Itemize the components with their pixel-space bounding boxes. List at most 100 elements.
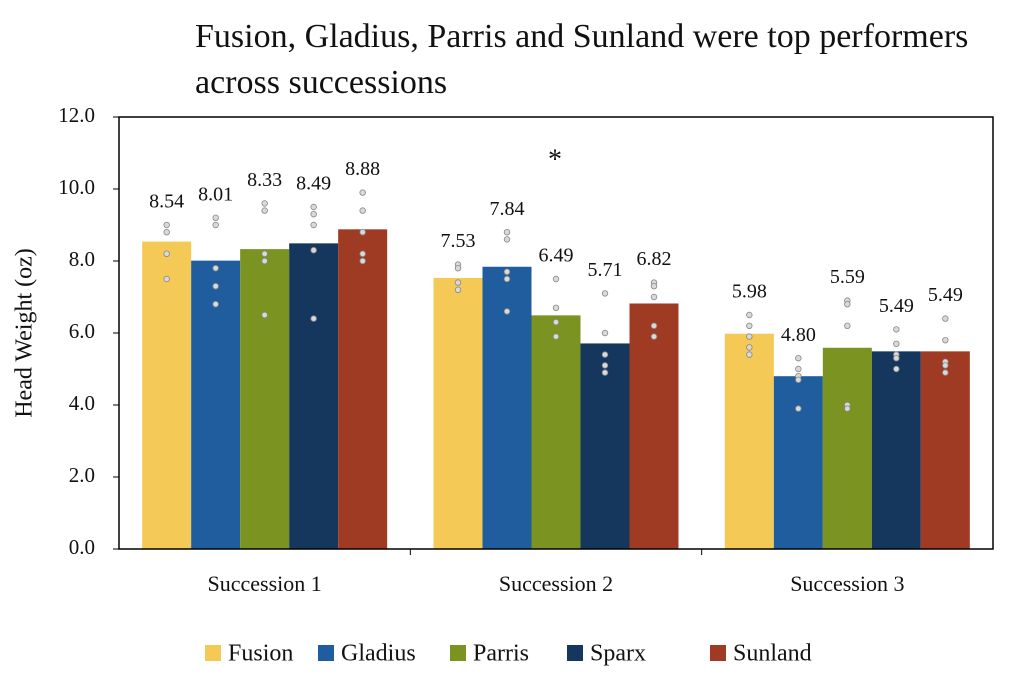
y-tick-label: 2.0 <box>69 463 95 487</box>
data-point <box>552 333 560 340</box>
data-point <box>844 322 851 329</box>
plot-frame <box>118 116 994 550</box>
data-point <box>503 275 511 283</box>
y-tick-label: 12.0 <box>58 103 95 127</box>
legend-swatch <box>567 645 583 661</box>
y-axis-label: Head Weight (oz) <box>12 248 38 418</box>
bar <box>531 315 581 549</box>
legend-label: Parris <box>473 641 529 667</box>
bar <box>191 260 241 549</box>
data-point <box>601 351 609 358</box>
bar <box>338 229 388 549</box>
data-point <box>359 228 366 236</box>
legend-swatch <box>710 645 726 661</box>
data-point <box>310 203 317 211</box>
data-point <box>601 329 609 337</box>
data-point <box>359 257 366 265</box>
data-point <box>746 322 753 329</box>
data-point <box>261 207 268 214</box>
data-point <box>795 365 802 373</box>
value-label: 8.49 <box>296 173 331 195</box>
data-point <box>795 355 802 362</box>
bar <box>580 343 630 549</box>
data-point <box>844 301 851 308</box>
data-point <box>893 365 900 373</box>
data-point <box>601 290 609 297</box>
value-label: 8.88 <box>345 158 380 180</box>
data-point <box>601 369 609 376</box>
data-point <box>746 311 753 319</box>
x-tick-label: Succession 3 <box>790 571 904 596</box>
legend-swatch <box>205 645 221 661</box>
bar <box>822 347 872 549</box>
bar <box>433 277 483 549</box>
data-point <box>552 319 560 326</box>
data-point <box>310 246 317 254</box>
data-point <box>261 257 268 265</box>
data-point <box>942 362 949 369</box>
data-point <box>212 214 219 221</box>
data-point <box>552 304 560 311</box>
legend-swatch <box>318 645 334 661</box>
value-label: 8.33 <box>247 169 282 191</box>
data-point <box>261 250 268 257</box>
bar <box>773 376 823 549</box>
value-label: 4.80 <box>781 324 816 346</box>
data-point <box>552 275 560 283</box>
data-point <box>844 405 851 412</box>
data-point <box>212 265 219 272</box>
data-point <box>503 268 511 275</box>
annotation: * <box>548 144 562 175</box>
chart-title: Fusion, Gladius, Parris and Sunland were… <box>195 18 969 101</box>
y-tick-label: 0.0 <box>69 535 95 559</box>
legend-swatch <box>450 645 466 661</box>
data-point <box>503 308 511 315</box>
bar <box>629 303 679 549</box>
value-label: 8.54 <box>149 191 184 213</box>
data-point <box>163 228 170 236</box>
data-point <box>310 210 317 218</box>
value-label: 5.71 <box>588 259 623 281</box>
data-point <box>650 333 658 340</box>
value-label: 7.84 <box>490 198 525 220</box>
data-point <box>212 221 219 229</box>
bar <box>871 351 921 549</box>
data-point <box>163 275 170 283</box>
data-point <box>942 337 949 344</box>
y-tick-label: 8.0 <box>69 247 95 271</box>
data-point <box>650 283 658 290</box>
data-point <box>163 221 170 229</box>
y-tick-label: 4.0 <box>69 391 95 415</box>
data-point <box>212 283 219 290</box>
data-point <box>746 351 753 358</box>
data-point <box>261 311 268 319</box>
data-point <box>650 322 658 329</box>
y-tick-label: 6.0 <box>69 319 95 343</box>
x-tick-label: Succession 1 <box>208 571 322 596</box>
data-point <box>893 326 900 333</box>
data-point <box>503 236 511 243</box>
data-point <box>795 376 802 383</box>
bar <box>240 249 290 549</box>
data-point <box>163 250 170 257</box>
x-tick-label: Succession 2 <box>499 571 613 596</box>
data-point <box>795 405 802 412</box>
legend-label: Sparx <box>590 641 646 667</box>
legend-label: Gladius <box>341 641 416 667</box>
data-point <box>893 340 900 347</box>
data-point <box>359 207 366 214</box>
bar <box>920 351 970 549</box>
bar <box>142 241 192 549</box>
data-point <box>942 315 949 322</box>
bar <box>289 243 339 550</box>
data-point <box>454 279 462 286</box>
data-point <box>261 200 268 207</box>
bar <box>724 333 774 549</box>
data-point <box>454 286 462 293</box>
legend-label: Sunland <box>733 641 812 667</box>
data-point <box>359 189 366 196</box>
data-point <box>310 221 317 229</box>
value-label: 5.98 <box>732 281 767 303</box>
